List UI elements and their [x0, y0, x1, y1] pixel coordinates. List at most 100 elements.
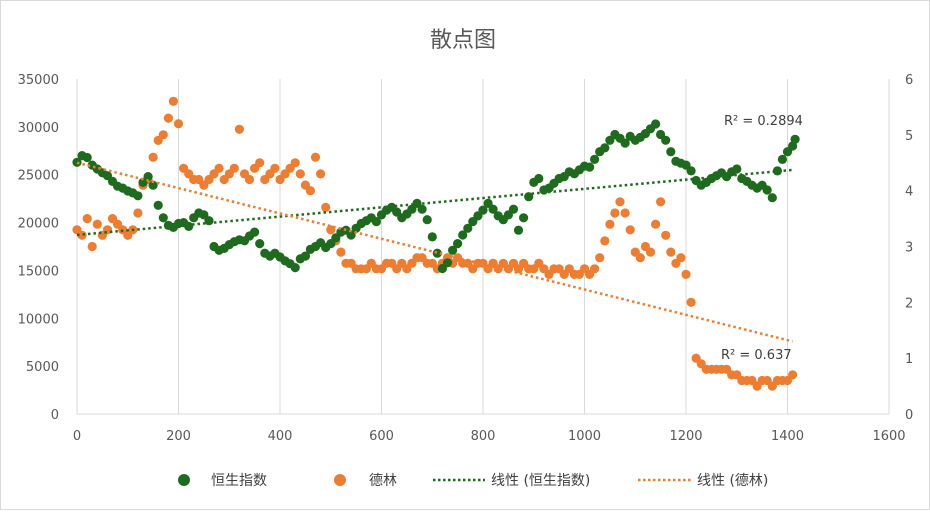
legend-label-delin: 德林	[369, 473, 397, 489]
hang-seng-point	[204, 216, 214, 226]
delin-point	[234, 124, 244, 134]
delin-point	[77, 230, 87, 240]
delin-point	[310, 152, 321, 162]
y-right-tick-label: 3	[905, 241, 913, 256]
r2-label-delin: R² = 0.637	[721, 348, 792, 363]
hang-seng-point	[762, 185, 772, 195]
delin-point	[788, 370, 798, 380]
y-left-tick-label: 30000	[18, 121, 59, 136]
hang-seng-point	[661, 135, 671, 145]
delin-point	[290, 158, 300, 168]
hang-seng-point	[346, 230, 356, 240]
delin-point	[666, 247, 676, 257]
hang-seng-point	[790, 134, 800, 144]
hang-seng-point	[427, 232, 437, 242]
delin-point	[635, 253, 645, 263]
x-tick-label: 1600	[872, 429, 905, 444]
x-tick-label: 400	[268, 429, 293, 444]
hang-seng-point	[686, 166, 696, 176]
y-left-tick-label: 5000	[26, 360, 59, 375]
hang-seng-point	[184, 221, 194, 231]
x-tick-label: 800	[471, 429, 496, 444]
r2-label-hang-seng: R² = 0.2894	[724, 114, 803, 129]
delin-point	[229, 163, 239, 173]
delin-point	[625, 225, 635, 235]
y-axis-right: 0 1 2 3 4 5 6	[905, 73, 913, 423]
y-left-tick-label: 0	[51, 408, 59, 423]
hang-seng-point	[153, 200, 163, 210]
y-right-tick-label: 0	[905, 408, 913, 423]
delin-point	[595, 253, 605, 263]
x-tick-label: 0	[73, 429, 81, 444]
trendline-delin	[76, 161, 793, 343]
y-left-tick-label: 15000	[18, 264, 59, 279]
y-right-tick-label: 1	[905, 352, 913, 367]
series-delin	[72, 96, 798, 391]
delin-point	[610, 208, 620, 218]
hang-seng-point	[290, 263, 300, 273]
delin-point	[336, 247, 346, 257]
hang-seng-point	[143, 172, 153, 182]
y-left-tick-label: 10000	[18, 312, 59, 327]
delin-point	[133, 208, 143, 218]
series-hang-seng	[72, 119, 800, 274]
x-tick-label: 1000	[568, 429, 601, 444]
y-right-tick-label: 5	[905, 129, 913, 144]
delin-point	[656, 197, 666, 207]
hang-seng-point	[158, 213, 168, 223]
y-right-tick-label: 2	[905, 296, 913, 311]
x-tick-label: 600	[369, 429, 394, 444]
hang-seng-point	[585, 162, 595, 172]
hang-seng-point	[651, 119, 661, 129]
hang-seng-point	[417, 204, 427, 214]
legend-marker-delin	[334, 474, 346, 486]
y-right-tick-label: 4	[905, 185, 913, 200]
x-tick-label: 200	[166, 429, 191, 444]
y-left-tick-label: 35000	[18, 73, 59, 88]
hang-seng-point	[666, 147, 676, 157]
hang-seng-point	[458, 230, 468, 240]
delin-point	[661, 230, 671, 240]
x-tick-label: 1400	[771, 429, 804, 444]
hang-seng-point	[250, 227, 260, 237]
hang-seng-point	[777, 154, 788, 164]
x-tick-label: 1200	[669, 429, 702, 444]
delin-point	[244, 174, 255, 185]
hang-seng-point	[732, 164, 742, 174]
hang-seng-point	[453, 239, 463, 249]
hang-seng-point	[513, 225, 524, 235]
delin-point	[600, 236, 610, 246]
delin-point	[620, 208, 630, 218]
delin-point	[305, 186, 315, 196]
hang-seng-point	[300, 251, 310, 261]
hang-seng-point	[600, 143, 610, 153]
delin-point	[148, 152, 158, 162]
y-axis-left: 0 5000 10000 15000 20000 25000 30000 35000	[18, 73, 59, 423]
delin-point	[605, 219, 615, 229]
chart-title: 散点图	[430, 28, 496, 53]
hang-seng-point	[508, 204, 519, 214]
hang-seng-point	[133, 191, 143, 201]
hang-seng-point	[767, 193, 777, 203]
legend-label-trend-hang-seng: 线性 (恒生指数)	[491, 473, 590, 489]
delin-point	[158, 130, 168, 140]
hang-seng-point	[255, 239, 265, 249]
delin-point	[214, 163, 224, 173]
hang-seng-point	[534, 173, 544, 184]
delin-point	[686, 297, 696, 307]
hang-seng-point	[422, 215, 432, 225]
delin-point	[163, 113, 173, 123]
trendline-hang-seng	[76, 168, 793, 237]
delin-point	[92, 219, 102, 229]
hang-seng-point	[463, 223, 473, 233]
delin-point	[615, 197, 625, 207]
hang-seng-point	[478, 205, 488, 215]
delin-point	[681, 269, 691, 279]
y-right-tick-label: 6	[905, 73, 913, 88]
delin-point	[87, 241, 97, 252]
y-left-tick-label: 25000	[18, 169, 59, 184]
delin-point	[651, 219, 661, 229]
delin-point	[316, 169, 326, 179]
grid-lines	[76, 79, 890, 414]
